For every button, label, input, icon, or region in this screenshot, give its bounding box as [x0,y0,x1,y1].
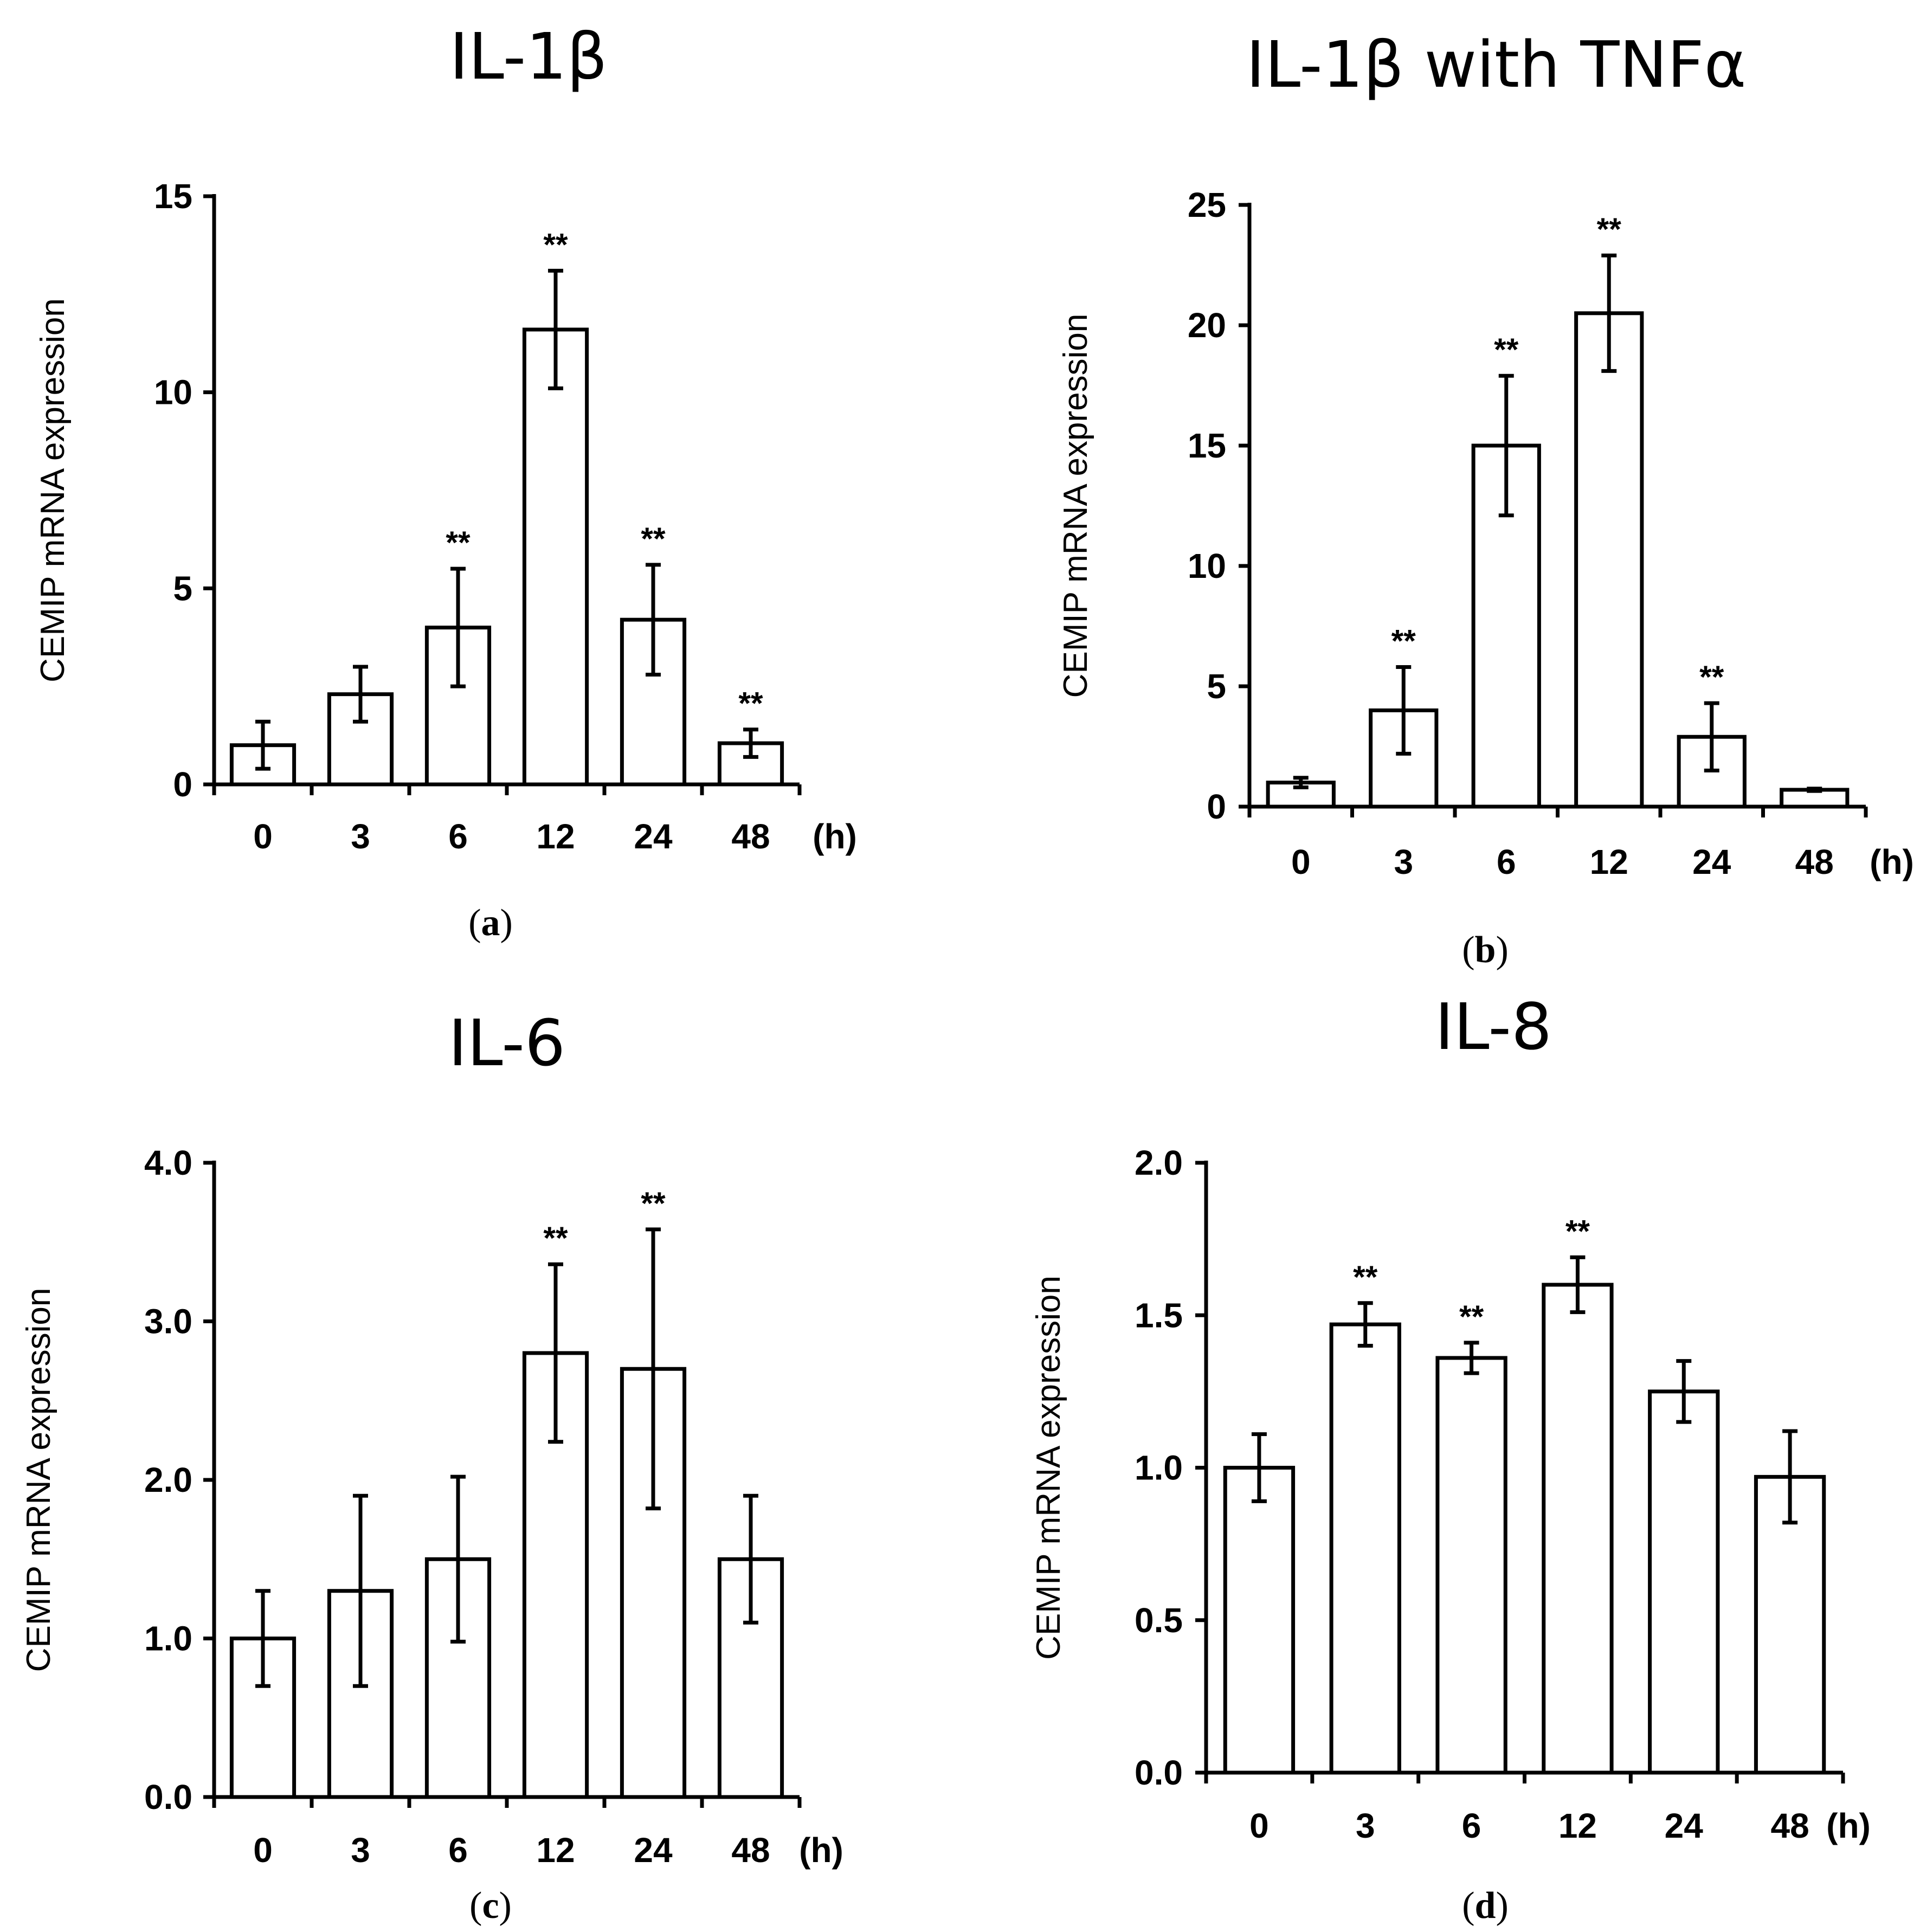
x-tick-label: 3 [351,1831,370,1870]
chart-panel-4: IL-8 CEMIP mRNA expression 0.0 0.5 1.0 1.5 2.0… [1030,989,1871,1927]
x-unit-label: (h) [1826,1806,1871,1845]
bar-12h [524,330,587,784]
y-axis-label: CEMIP mRNA expression [1057,314,1094,698]
y-tick-label: 1.0 [144,1619,192,1658]
x-tick-label: 48 [731,1831,770,1870]
x-unit-label: (h) [799,1831,843,1870]
x-tick-label: 12 [536,817,575,856]
significance-marker: ** [543,227,568,262]
bar-3h [1331,1324,1399,1773]
x-tick-label: 0 [1291,842,1311,881]
significance-marker: ** [1699,660,1724,695]
x-tick-label: 24 [1692,842,1731,881]
y-tick-label: 3.0 [144,1302,192,1341]
y-tick-label: 1.0 [1135,1448,1183,1487]
x-tick-label: 12 [536,1831,575,1870]
x-tick-label: 6 [448,817,468,856]
panel-label: (d) [1462,1885,1509,1927]
chart-panel-3: IL-6 CEMIP mRNA expression 0.0 1.0 2.0 3.0 4.0… [20,1006,843,1927]
x-tick-label: 0 [1249,1806,1269,1845]
significance-marker: ** [1597,212,1622,247]
y-tick-label: 2.0 [1135,1143,1183,1182]
chart-panel-1: IL-1β CEMIP mRNA expression 0 5 10 15 0 3 ** 6 ** 1… [34,19,857,944]
y-tick-label: 10 [154,373,192,412]
significance-marker: ** [1391,623,1416,659]
x-tick-label: 48 [731,817,770,856]
significance-marker: ** [738,686,763,722]
chart-title: IL-1β with TNFα [1246,27,1747,102]
x-tick-label: 48 [1770,1806,1809,1845]
y-tick-label: 5 [173,569,192,608]
panel-label: (a) [468,902,513,944]
y-axis-label: CEMIP mRNA expression [34,298,72,682]
y-tick-label: 2.0 [144,1460,192,1499]
y-tick-label: 0.5 [1135,1601,1183,1640]
figure: IL-1β CEMIP mRNA expression 0 5 10 15 0 3 ** 6 ** 1… [0,0,1920,1932]
x-tick-label: 24 [634,1831,673,1870]
x-unit-label: (h) [1870,842,1914,881]
x-unit-label: (h) [813,817,857,856]
x-tick-label: 0 [253,817,273,856]
y-tick-label: 0.0 [1135,1753,1183,1792]
error-bar-48h [1807,789,1822,791]
y-tick-label: 25 [1188,185,1226,224]
y-axis-label: CEMIP mRNA expression [1030,1276,1067,1660]
y-tick-label: 0.0 [144,1778,192,1817]
significance-marker: ** [1565,1214,1590,1249]
x-tick-label: 3 [1356,1806,1375,1845]
x-tick-label: 24 [1665,1806,1704,1845]
y-tick-label: 20 [1188,306,1226,345]
significance-marker: ** [1494,332,1519,368]
x-tick-label: 12 [1558,1806,1597,1845]
x-tick-label: 3 [1394,842,1413,881]
x-tick-label: 24 [634,817,673,856]
y-tick-label: 15 [1188,426,1226,465]
significance-marker: ** [1459,1299,1484,1335]
chart-title: IL-1β [449,19,607,94]
bar-0h [1225,1468,1293,1773]
chart-title: IL-6 [448,1006,565,1080]
x-tick-label: 6 [1497,842,1516,881]
x-tick-label: 0 [253,1831,273,1870]
significance-marker: ** [641,1186,666,1221]
bar-6h [1438,1358,1505,1773]
chart-title: IL-8 [1435,989,1552,1064]
x-tick-label: 6 [448,1831,468,1870]
y-tick-label: 5 [1207,667,1226,706]
significance-marker: ** [641,521,666,557]
bar-24h [1650,1392,1718,1773]
bar-12h [1544,1285,1612,1773]
significance-marker: ** [1353,1260,1378,1295]
x-tick-label: 3 [351,817,370,856]
x-tick-label: 12 [1590,842,1628,881]
y-tick-label: 10 [1188,546,1226,585]
x-tick-label: 48 [1795,842,1834,881]
y-tick-label: 4.0 [144,1143,192,1182]
y-tick-label: 15 [154,177,192,216]
panel-label: (c) [469,1885,512,1927]
y-tick-label: 0 [1207,787,1226,826]
significance-marker: ** [446,525,471,561]
panel-label: (b) [1462,929,1509,971]
y-tick-label: 1.5 [1135,1296,1183,1335]
x-tick-label: 6 [1462,1806,1481,1845]
y-tick-label: 0 [173,765,192,804]
significance-marker: ** [543,1221,568,1256]
y-axis-label: CEMIP mRNA expression [20,1288,57,1672]
bar-12h [1576,313,1642,807]
chart-panel-2: IL-1β with TNFα CEMIP mRNA expression 0 5 10… [1057,27,1914,971]
